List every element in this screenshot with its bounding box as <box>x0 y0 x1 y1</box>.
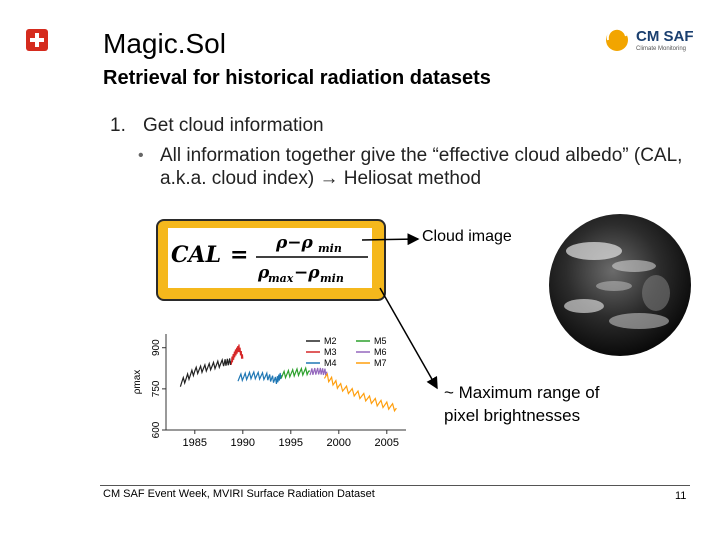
svg-text:ρ−ρ: ρ−ρ <box>275 233 314 253</box>
max-range-label-line2: pixel brightnesses <box>444 406 581 425</box>
svg-text:max: max <box>268 272 294 285</box>
series-line-M3 <box>230 344 244 365</box>
bullet-icon: • <box>138 147 144 164</box>
max-range-label-line1: ~ Maximum range of <box>444 383 600 402</box>
footer-divider <box>100 485 690 486</box>
x-tick-label: 2000 <box>327 437 351 449</box>
legend-label: M2 <box>324 336 337 346</box>
logo-subtext: Climate Monitoring <box>636 46 687 52</box>
svg-text:CAL: CAL <box>171 242 221 268</box>
footer-text: CM SAF Event Week, MVIRI Surface Radiati… <box>103 488 375 500</box>
cloud-image-label: Cloud image <box>422 228 512 245</box>
legend-label: M5 <box>374 336 387 346</box>
svg-text:min: min <box>318 242 342 255</box>
y-axis-label: ρmax <box>132 370 143 395</box>
logo-text: CM SAF <box>636 28 694 45</box>
slide-title: Magic.Sol <box>103 28 226 59</box>
y-tick-label: 750 <box>151 380 162 397</box>
x-tick-label: 1995 <box>279 437 303 449</box>
list-item-number: 1. <box>110 115 126 136</box>
series-line-M2 <box>179 357 232 387</box>
x-tick-label: 1985 <box>183 437 207 449</box>
earth-cloud-image <box>544 211 692 359</box>
bullet-text: All information together give the “effec… <box>160 145 683 189</box>
svg-text:ρ: ρ <box>257 263 270 283</box>
slide-subtitle: Retrieval for historical radiation datas… <box>103 67 491 89</box>
formula-panel <box>168 228 372 288</box>
legend-label: M7 <box>374 358 387 368</box>
legend-label: M4 <box>324 358 337 368</box>
page-number: 11 <box>675 490 687 502</box>
x-tick-label: 2005 <box>375 437 399 449</box>
cm-saf-logo <box>606 27 628 51</box>
svg-text:−ρ: −ρ <box>294 263 320 283</box>
swiss-flag-icon <box>26 29 48 51</box>
svg-text:=: = <box>230 242 248 268</box>
cal-formula: CAL = ρ−ρ min ρ max −ρ min <box>171 233 368 285</box>
max-range-label: ~ Maximum range of pixel brightnesses <box>444 381 599 427</box>
series-line-M7 <box>323 372 397 413</box>
legend-label: M6 <box>374 347 387 357</box>
legend-label: M3 <box>324 347 337 357</box>
svg-text:min: min <box>320 272 344 285</box>
series-line-M6 <box>309 367 328 376</box>
list-item-text: Get cloud information <box>143 115 324 136</box>
series-line-M5 <box>280 366 311 380</box>
x-tick-label: 1990 <box>231 437 255 449</box>
y-tick-label: 600 <box>151 421 162 438</box>
y-tick-label: 900 <box>151 339 162 356</box>
series-line-M4 <box>237 370 282 384</box>
